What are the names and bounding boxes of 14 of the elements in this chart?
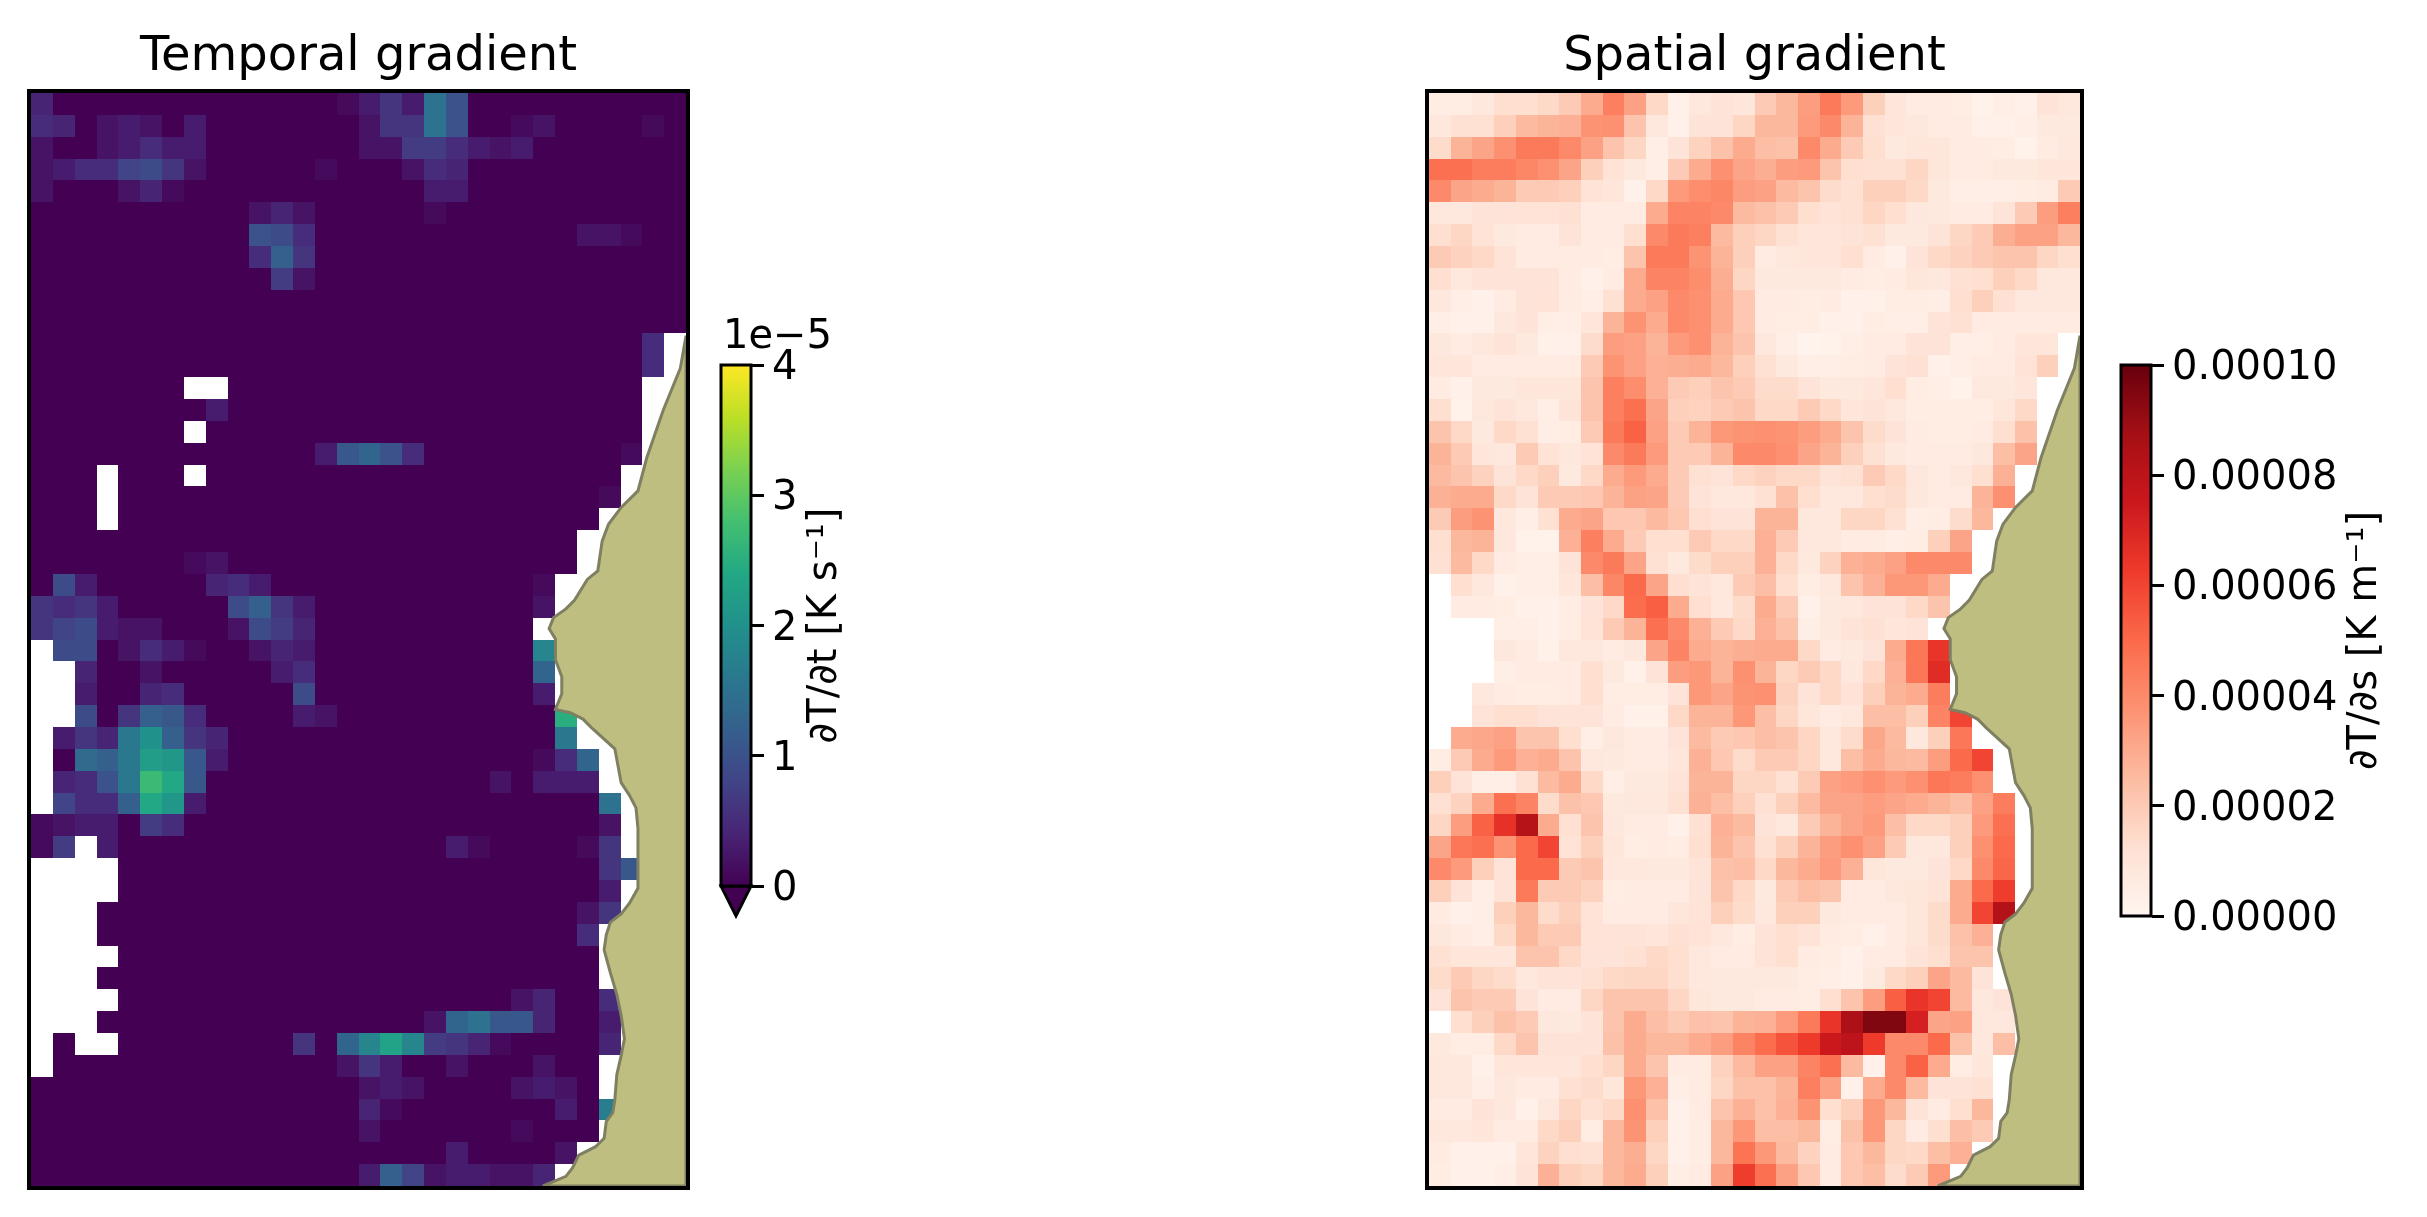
color-bar-label: 0.00002 (2172, 782, 2338, 829)
color-bar-label: 2 (772, 602, 798, 649)
color-bar-label: 0.00010 (2172, 342, 2338, 388)
color-bar-label: 0.00000 (2172, 893, 2338, 939)
chart-title: Temporal gradient (138, 24, 578, 81)
color-bar-title: ∂T/∂t [K s⁻¹] (799, 507, 846, 744)
chart-title: Spatial gradient (1563, 24, 1946, 81)
color-bar-label: 0.00004 (2172, 672, 2338, 719)
color-bar-label: 0.00006 (2172, 562, 2338, 609)
color-bar-label: 0.00008 (2172, 452, 2338, 499)
color-bar-label: 0 (772, 863, 798, 909)
color-bar-title: ∂T/∂s [K m⁻¹] (2339, 510, 2386, 771)
color-bar-label: 1 (772, 732, 798, 779)
color-bar-label: 3 (772, 472, 798, 519)
